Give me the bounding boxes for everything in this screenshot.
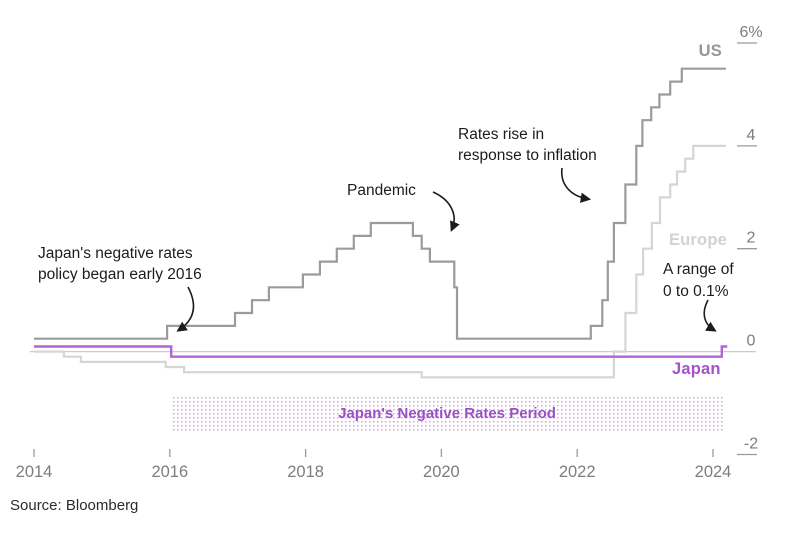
x-tick-label: 2024 [695,463,732,481]
x-tick-label: 2020 [423,463,460,481]
arrow-inflation [561,167,592,203]
x-tick-label: 2018 [287,463,324,481]
series-label-us: US [698,42,722,60]
source-text: Source: Bloomberg [10,497,139,514]
arrow-pandemic [432,191,460,232]
y-tick-label: -2 [744,436,758,453]
y-tick-label: 4 [747,127,756,144]
negative-rates-band [171,395,724,433]
series-label-japan: Japan [672,360,721,378]
arrow-japan-start [176,286,195,332]
annotation-rates-rise-inflation: Rates rise in response to inflation [458,126,597,164]
annotation-range-0-to-0point1: A range of 0 to 0.1% [663,261,734,300]
series-label-europe: Europe [668,231,727,249]
y-tick-label: 6% [739,24,762,41]
arrow-range [703,299,717,332]
x-tick-label: 2014 [16,463,53,481]
series-line-japan [34,345,728,358]
x-tick-label: 2016 [151,463,188,481]
chart-layers: 6% 4 2 0 -2 2014 2016 2018 2020 2022 2024 [16,24,763,481]
y-tick-label: 2 [747,230,756,247]
series-line-us [34,67,726,340]
negative-rates-band-label: Japan's Negative Rates Period [338,405,556,422]
series-line-europe [34,144,726,379]
annotation-pandemic: Pandemic [347,182,416,199]
annotation-japan-negative-start: Japan's negative rates policy began earl… [38,245,202,283]
x-tick-label: 2022 [559,463,596,481]
y-tick-label: 0 [747,333,756,350]
